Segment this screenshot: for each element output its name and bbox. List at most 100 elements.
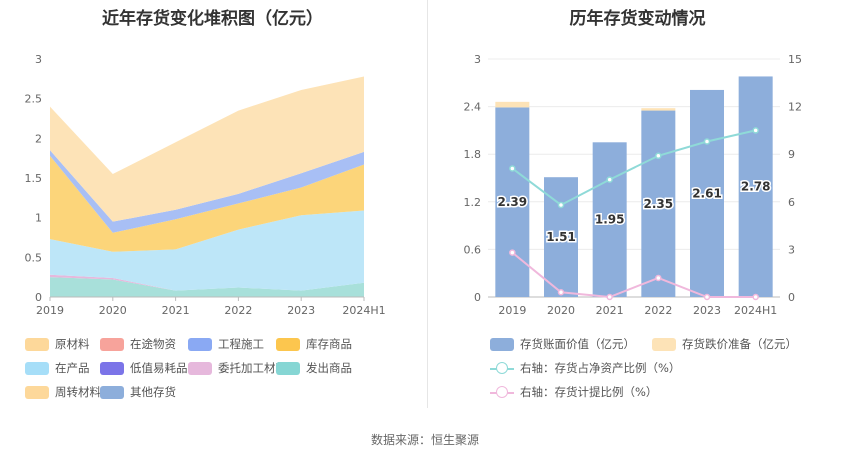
bar-data-label: 1.51 xyxy=(546,230,576,244)
legend-swatch xyxy=(25,361,49,375)
legend-swatch xyxy=(276,337,300,351)
legend-item[interactable]: 工程施工 xyxy=(188,336,264,352)
legend-swatch xyxy=(100,385,124,399)
line-point xyxy=(557,201,565,209)
line-point xyxy=(509,165,516,172)
x-tick-label: 2024H1 xyxy=(734,304,777,317)
legend-swatch xyxy=(652,337,676,351)
legend-item[interactable]: 低值易耗品 xyxy=(100,360,188,376)
y2-tick-label: 9 xyxy=(788,148,795,161)
x-tick-label: 2023 xyxy=(287,304,315,317)
y-tick-label: 1.5 xyxy=(25,172,43,185)
legend-label: 在产品 xyxy=(55,361,90,375)
legend-label: 存货跌价准备（亿元） xyxy=(682,337,797,351)
legend-item[interactable]: 存货账面价值（亿元） xyxy=(490,336,635,352)
y2-tick-label: 3 xyxy=(788,243,795,256)
legend-swatch xyxy=(100,337,124,351)
legend-label: 周转材料 xyxy=(55,385,101,399)
y-tick-label: 2.5 xyxy=(25,93,43,106)
y-tick-label: 3 xyxy=(35,53,42,66)
legend-item[interactable]: 库存商品 xyxy=(276,336,352,352)
bar-inventory-value xyxy=(641,110,676,297)
bar-data-label: 2.78 xyxy=(741,180,771,194)
legend-swatch xyxy=(490,361,514,375)
legend-label: 右轴：存货计提比例（%） xyxy=(520,385,658,399)
legend-label: 原材料 xyxy=(55,337,90,351)
legend-item[interactable]: 发出商品 xyxy=(276,360,352,376)
y-tick-label: 0.6 xyxy=(464,243,482,256)
y-tick-label: 1 xyxy=(35,212,42,225)
x-tick-label: 2019 xyxy=(498,304,526,317)
y-tick-label: 0 xyxy=(474,291,481,304)
x-tick-label: 2022 xyxy=(224,304,252,317)
stacked-area-chart: 0 0.5 1 1.5 2 2.5 3 2019 2020 2021 2022 2023 2024H1 xyxy=(25,53,386,317)
area-series-在产品 xyxy=(50,210,364,291)
legend-item[interactable]: 周转材料 xyxy=(25,384,101,400)
legend-item[interactable]: 其他存货 xyxy=(100,384,176,400)
legend-item[interactable]: 存货跌价准备（亿元） xyxy=(652,336,797,352)
legend-item[interactable]: 委托加工材料 xyxy=(188,360,287,376)
line-inventory-to-net-assets xyxy=(511,129,756,207)
bar-data-label: 2.39 xyxy=(498,195,528,209)
legend-label: 工程施工 xyxy=(218,337,264,351)
line-point xyxy=(752,293,759,301)
y2-tick-label: 6 xyxy=(788,196,795,209)
x-tick-label: 2020 xyxy=(547,304,575,317)
area-series-库存商品 xyxy=(50,155,364,252)
line-point xyxy=(703,138,711,145)
data-source-note: 数据来源：恒生聚源 xyxy=(370,433,479,447)
legend-item[interactable]: 在途物资 xyxy=(100,336,176,352)
bar-data-label: 1.95 xyxy=(595,213,625,227)
legend-label: 库存商品 xyxy=(306,337,352,351)
y-tick-label: 3 xyxy=(474,53,481,66)
legend-swatch xyxy=(188,337,212,351)
bar-inventory-value xyxy=(495,107,530,297)
legend-swatch xyxy=(25,385,49,399)
y-tick-label: 0 xyxy=(35,291,42,304)
bar-data-label: 2.35 xyxy=(644,197,674,211)
legend-swatch xyxy=(188,361,212,375)
bar-line-chart: 0 0.6 1.2 1.8 2.4 3 0 3 6 9 12 15 2019 2020 2021 2022 20… xyxy=(464,53,803,317)
x-tick-label: 2022 xyxy=(644,304,672,317)
line-point xyxy=(752,127,759,134)
line-point xyxy=(606,176,613,183)
legend-swatch xyxy=(100,361,124,375)
legend-label: 右轴：存货占净资产比例（%） xyxy=(520,361,681,375)
x-tick-label: 2024H1 xyxy=(342,304,385,317)
y2-tick-label: 0 xyxy=(788,291,795,304)
x-tick-label: 2019 xyxy=(36,304,64,317)
bar-inventory-value xyxy=(738,76,773,297)
line-point xyxy=(557,288,565,296)
y-tick-label: 2 xyxy=(35,132,42,145)
bar-inventory-value xyxy=(592,142,627,297)
right-chart-title: 历年存货变动情况 xyxy=(569,9,706,29)
legend-label: 低值易耗品 xyxy=(130,361,188,375)
legend-item[interactable]: 右轴：存货占净资产比例（%） xyxy=(490,360,680,376)
legend-label: 其他存货 xyxy=(130,385,176,399)
legend-swatch xyxy=(490,385,514,399)
area-series-原材料 xyxy=(50,76,364,222)
x-tick-label: 2023 xyxy=(693,304,721,317)
x-tick-label: 2021 xyxy=(162,304,190,317)
line-point xyxy=(703,293,711,301)
bar-impairment-provision xyxy=(495,101,530,108)
y-tick-label: 2.4 xyxy=(464,101,482,114)
x-tick-label: 2020 xyxy=(99,304,127,317)
y2-tick-label: 12 xyxy=(788,101,802,114)
line-point xyxy=(606,293,613,301)
bar-data-label: 2.61 xyxy=(692,186,722,200)
x-tick-label: 2021 xyxy=(596,304,624,317)
legend-item[interactable]: 在产品 xyxy=(25,360,90,376)
legend-label: 发出商品 xyxy=(306,361,352,375)
legend-swatch xyxy=(25,337,49,351)
line-point xyxy=(655,152,662,160)
legend-item[interactable]: 右轴：存货计提比例（%） xyxy=(490,384,657,400)
area-series-发出商品 xyxy=(50,277,364,297)
y-tick-label: 1.8 xyxy=(464,148,482,161)
legend-item[interactable]: 原材料 xyxy=(25,336,90,352)
left-chart-title: 近年存货变化堆积图（亿元） xyxy=(102,9,323,29)
bar-impairment-provision xyxy=(641,108,676,111)
panel-divider xyxy=(427,0,428,408)
legend-label: 委托加工材料 xyxy=(218,361,287,375)
y-tick-label: 1.2 xyxy=(464,196,482,209)
